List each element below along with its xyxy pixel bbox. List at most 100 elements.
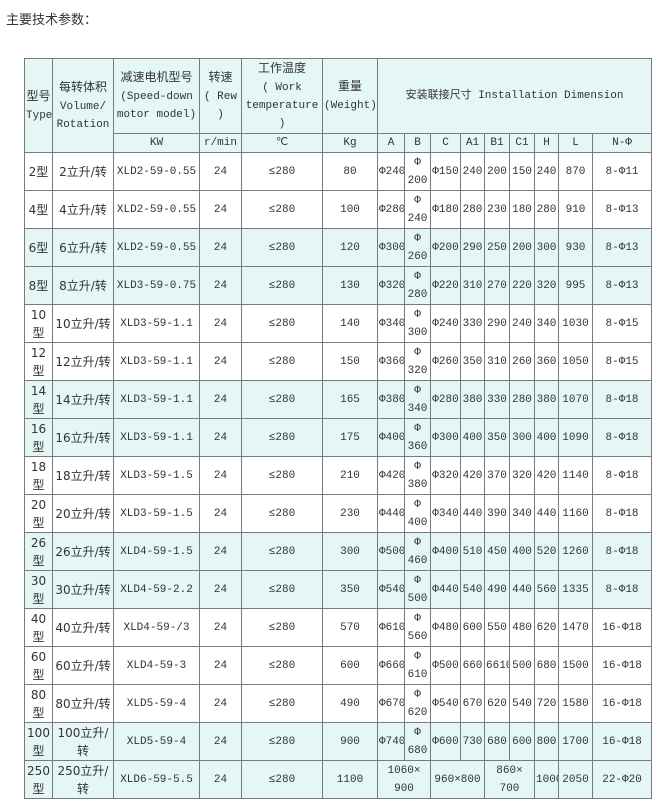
cell-type: 6型	[24, 228, 53, 267]
cell-motor: XLD5-59-4	[113, 722, 200, 761]
cell-dim-c: Φ340	[430, 494, 461, 533]
section-title: 主要技术参数：	[6, 13, 98, 28]
cell-dim-b: Φ 500	[404, 570, 431, 609]
cell-motor: XLD3-59-1.5	[113, 456, 200, 495]
cell-dim-b: Φ 680	[404, 722, 431, 761]
cell-dim-b: Φ 340	[404, 380, 431, 419]
cell-motor: XLD2-59-0.55	[113, 190, 200, 229]
cell-dim-a1: 380	[460, 380, 485, 419]
cell-speed: 24	[199, 152, 242, 191]
cell-dim-n: 8-Φ18	[591, 494, 653, 533]
cell-type: 26型	[24, 532, 53, 571]
cell-dim-l: 1470	[558, 608, 593, 647]
cell-dim-n: 8-Φ18	[591, 532, 653, 571]
cell-dim-h: 680	[534, 646, 559, 685]
cell-speed: 24	[199, 760, 242, 799]
cell-dim-c: Φ240	[430, 304, 461, 343]
cell-dim-a: Φ320	[377, 266, 405, 305]
cell-temp: ≤280	[241, 570, 323, 609]
cell-dim-n: 8-Φ13	[591, 266, 653, 305]
cell-weight: 100	[322, 190, 378, 229]
cell-dim-h: 800	[534, 722, 559, 761]
technical-parameters-table: 型号 Type 每转体积 Volume/ Rotation 减速电机型号 (Speed…	[24, 58, 653, 799]
header-temp-en: ( Work temperature )	[245, 82, 319, 130]
cell-dim-c: Φ260	[430, 342, 461, 381]
cell-speed: 24	[199, 684, 242, 723]
cell-motor: XLD3-59-1.1	[113, 380, 200, 419]
cell-dim-h: 720	[534, 684, 559, 723]
cell-volume: 2立升/转	[52, 152, 114, 191]
cell-type: 16型	[24, 418, 53, 457]
header-dim-1: B	[404, 133, 431, 153]
cell-dim-c1: 500	[509, 646, 535, 685]
cell-dim-c1: 200	[509, 228, 535, 267]
cell-dim-a1: 400	[460, 418, 485, 457]
cell-dim-c: Φ440	[430, 570, 461, 609]
cell-dim-a: Φ360	[377, 342, 405, 381]
cell-dim-c: Φ300	[430, 418, 461, 457]
cell-volume: 18立升/转	[52, 456, 114, 495]
cell-volume: 14立升/转	[52, 380, 114, 419]
table-row: 100型 100立升/转 XLD5-59-4 24 ≤280 900 Φ740 Φ 680 Φ6…	[24, 722, 653, 761]
cell-motor: XLD6-59-5.5	[113, 760, 200, 799]
cell-dim-n: 8-Φ18	[591, 456, 653, 495]
header-motor-en: (Speed-down motor model)	[116, 91, 197, 121]
cell-motor: XLD4-59-3	[113, 646, 200, 685]
cell-dim-b: Φ 380	[404, 456, 431, 495]
cell-motor: XLD4-59-2.2	[113, 570, 200, 609]
table-row: 16型 16立升/转 XLD3-59-1.1 24 ≤280 175 Φ400 Φ 360 Φ3…	[24, 418, 653, 457]
cell-dim-a: Φ540	[377, 570, 405, 609]
header-dim-7: L	[558, 133, 593, 153]
header-temp-cn: 工作温度	[257, 61, 306, 75]
cell-volume: 8立升/转	[52, 266, 114, 305]
cell-dim-a1: 240	[460, 152, 485, 191]
cell-dim-a1: 290	[460, 228, 485, 267]
header-speed-en: ( Rew )	[203, 91, 237, 121]
cell-dim-l: 1260	[558, 532, 593, 571]
cell-temp: ≤280	[241, 190, 323, 229]
header-motor-cn: 减速电机型号	[120, 70, 193, 84]
unit-speed: r/min	[199, 133, 242, 153]
cell-type: 10型	[24, 304, 53, 343]
cell-dim-l: 1070	[558, 380, 593, 419]
cell-temp: ≤280	[241, 646, 323, 685]
cell-dim-a1: 330	[460, 304, 485, 343]
cell-volume: 26立升/转	[52, 532, 114, 571]
cell-dim-b: Φ 320	[404, 342, 431, 381]
cell-volume: 12立升/转	[52, 342, 114, 381]
cell-volume: 6立升/转	[52, 228, 114, 267]
cell-type: 4型	[24, 190, 53, 229]
cell-weight: 300	[322, 532, 378, 571]
cell-dim-c1: 300	[509, 418, 535, 457]
cell-dim-l: 1090	[558, 418, 593, 457]
cell-speed: 24	[199, 608, 242, 647]
header-volume-en: Volume/ Rotation	[56, 100, 110, 131]
cell-motor: XLD3-59-1.1	[113, 418, 200, 457]
cell-volume: 20立升/转	[52, 494, 114, 533]
cell-dim-h: 420	[534, 456, 559, 495]
header-volume: 每转体积 Volume/ Rotation	[52, 58, 114, 153]
cell-dim-c: Φ320	[430, 456, 461, 495]
cell-dim-a: Φ340	[377, 304, 405, 343]
cell-dim-c1: 320	[509, 456, 535, 495]
cell-dim-c: Φ500	[430, 646, 461, 685]
cell-dim-h: 320	[534, 266, 559, 305]
cell-dim-a1: 660	[460, 646, 485, 685]
table-row: 40型 40立升/转 XLD4-59-/3 24 ≤280 570 Φ610 Φ 560 Φ48…	[24, 608, 653, 647]
cell-dim-n: 8-Φ11	[591, 152, 653, 191]
table-row: 30型 30立升/转 XLD4-59-2.2 24 ≤280 350 Φ540 Φ 500 Φ4…	[24, 570, 653, 609]
cell-dim-merged-1: 960×800	[430, 760, 485, 799]
cell-speed: 24	[199, 342, 242, 381]
cell-dim-b1: 370	[484, 456, 510, 495]
cell-speed: 24	[199, 418, 242, 457]
cell-weight: 140	[322, 304, 378, 343]
cell-dim-b: Φ 460	[404, 532, 431, 571]
cell-volume: 4立升/转	[52, 190, 114, 229]
cell-dim-b1: 330	[484, 380, 510, 419]
cell-dim-n: 8-Φ18	[591, 380, 653, 419]
cell-dim-a: Φ300	[377, 228, 405, 267]
cell-type: 12型	[24, 342, 53, 381]
unit-temp: ℃	[241, 133, 323, 153]
cell-type: 14型	[24, 380, 53, 419]
cell-type: 250型	[24, 760, 53, 799]
